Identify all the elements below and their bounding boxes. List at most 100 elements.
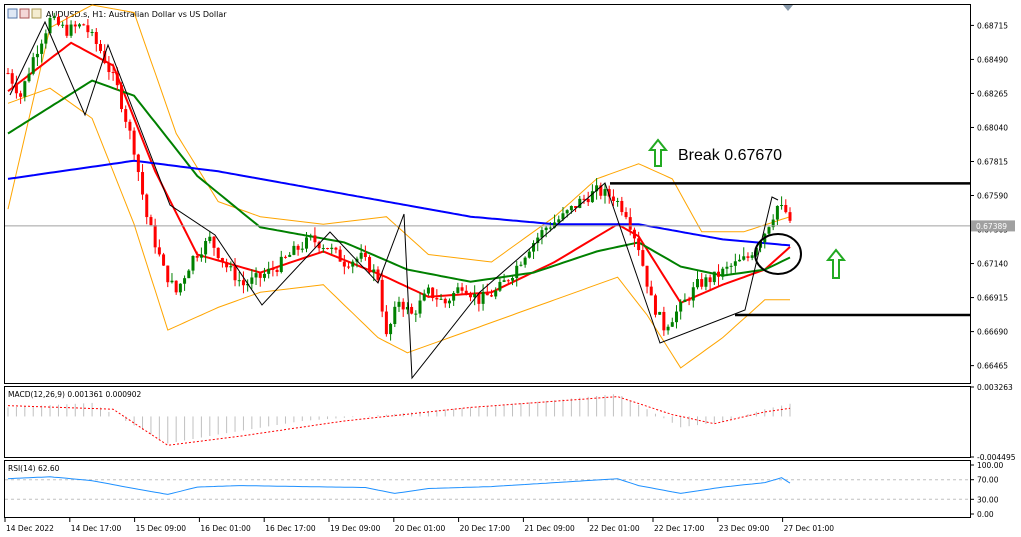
candle-body xyxy=(489,295,493,297)
candle-body xyxy=(473,293,477,298)
candle-body xyxy=(721,268,725,277)
restore-icon[interactable] xyxy=(19,8,30,19)
price-tick-label: 0.68715 xyxy=(977,21,1008,30)
moving-average-green xyxy=(7,79,791,283)
candle-body xyxy=(132,130,136,155)
annotations: Break 0.67670 xyxy=(9,20,970,380)
candle-body xyxy=(246,283,250,286)
candle-body xyxy=(124,109,128,122)
time-tick-label: 23 Dec 09:00 xyxy=(719,524,770,533)
candle-body xyxy=(595,185,599,192)
candle-body xyxy=(410,306,414,314)
window-title-bar: AUDUSD.s, H1: Australian Dollar vs US Do… xyxy=(7,5,793,19)
candle-body xyxy=(351,261,355,267)
candle-body xyxy=(90,32,94,34)
candle-body xyxy=(389,324,393,335)
candle-body xyxy=(653,295,657,315)
candle-body xyxy=(208,236,212,242)
candle-body xyxy=(729,265,733,267)
rsi-plot-frame xyxy=(4,460,971,518)
time-tick-label: 14 Dec 17:00 xyxy=(71,524,122,533)
candle-body xyxy=(372,269,376,273)
candle-body xyxy=(544,227,548,231)
candle-body xyxy=(435,298,439,300)
price-tick-label: 0.68265 xyxy=(977,89,1008,98)
candle-body xyxy=(145,194,149,218)
candle-body xyxy=(632,229,636,239)
candle-body xyxy=(439,298,443,300)
candle-body xyxy=(149,217,153,226)
candle-body xyxy=(578,198,582,208)
up-arrow-icon xyxy=(825,248,847,279)
candle-body xyxy=(401,301,405,310)
candle-body xyxy=(670,322,674,327)
candle-body xyxy=(292,245,296,255)
up-arrow-icon xyxy=(647,138,669,167)
candle-body xyxy=(506,280,510,282)
candle-body xyxy=(334,247,338,250)
candle-body xyxy=(527,251,531,258)
candle-body xyxy=(574,206,578,208)
candle-body xyxy=(376,269,380,280)
candle-body xyxy=(111,72,115,74)
time-tick-label: 14 Dec 2022 xyxy=(6,524,54,533)
candle-body xyxy=(300,248,304,250)
maximize-icon[interactable] xyxy=(31,8,42,19)
candle-body xyxy=(712,271,716,283)
candle-body xyxy=(330,247,334,249)
candle-body xyxy=(393,306,397,325)
candle-body xyxy=(183,278,187,284)
moving-average-red xyxy=(7,41,791,305)
candle-body xyxy=(225,262,229,268)
candle-body xyxy=(233,266,237,281)
candle-body xyxy=(607,189,611,197)
macd-tick-label: 0.003263 xyxy=(977,383,1013,392)
break-label: Break 0.67670 xyxy=(678,147,782,164)
candle-body xyxy=(691,287,695,301)
candle-body xyxy=(485,291,489,296)
candle-body xyxy=(603,189,607,196)
candle-body xyxy=(422,293,426,301)
candle-body xyxy=(620,200,624,213)
candle-body xyxy=(624,212,628,218)
candle-body xyxy=(599,185,603,196)
candle-body xyxy=(65,24,69,36)
candle-body xyxy=(569,206,573,211)
time-tick-label: 16 Dec 17:00 xyxy=(265,524,316,533)
candle-body xyxy=(82,24,86,26)
candle-body xyxy=(464,290,468,295)
candle-body xyxy=(220,258,224,263)
candle-body xyxy=(166,265,170,283)
candle-body xyxy=(645,265,649,287)
price-tick-label: 0.67590 xyxy=(977,192,1008,201)
time-axis: 14 Dec 2022 14 Dec 17:00 15 Dec 09:00 16 De… xyxy=(4,518,834,533)
candle-body xyxy=(742,256,746,260)
candle-body xyxy=(69,24,73,36)
candle-body xyxy=(700,279,704,287)
candle-body xyxy=(733,261,737,266)
candle-body xyxy=(52,16,56,19)
candle-body xyxy=(418,300,422,314)
candle-body xyxy=(250,277,254,284)
candle-body xyxy=(704,277,708,287)
candle-body xyxy=(590,191,594,203)
candle-body xyxy=(649,286,653,296)
candle-body xyxy=(275,269,279,272)
candle-body xyxy=(738,259,742,262)
current-price-tag: 0.67389 xyxy=(971,220,1015,232)
rsi-tick-label: 100.00 xyxy=(977,461,1003,470)
chart-window-icon[interactable] xyxy=(7,8,18,19)
scroll-marker-icon[interactable] xyxy=(783,5,793,11)
candle-body xyxy=(754,247,758,256)
candle-body xyxy=(397,301,401,307)
price-tick-label: 0.67815 xyxy=(977,157,1008,166)
time-tick-label: 15 Dec 09:00 xyxy=(136,524,187,533)
highlight-circle xyxy=(754,233,802,275)
candle-body xyxy=(359,252,363,259)
candle-body xyxy=(452,292,456,301)
candle-body xyxy=(170,280,174,283)
candle-body xyxy=(309,235,313,238)
candle-body xyxy=(94,32,98,44)
candle-body xyxy=(48,18,52,34)
